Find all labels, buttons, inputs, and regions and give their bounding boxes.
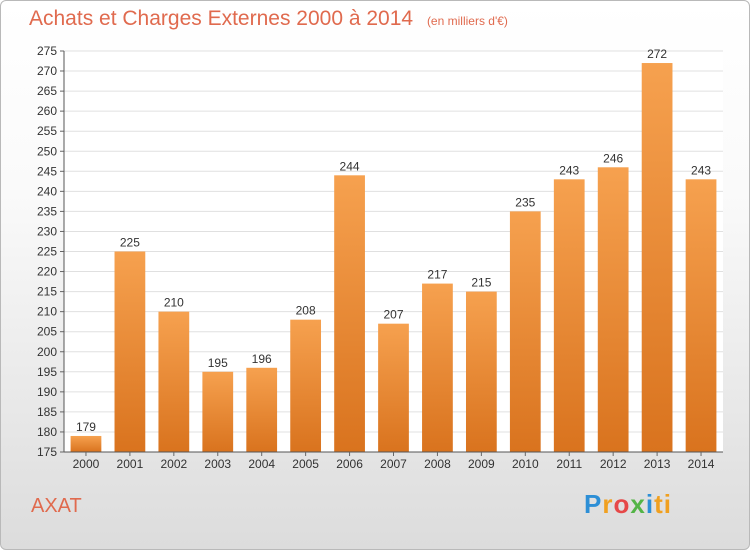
x-tick-label: 2010 <box>512 457 539 471</box>
y-tick-label: 240 <box>37 184 57 198</box>
bar <box>202 371 234 452</box>
x-tick-label: 2013 <box>644 457 671 471</box>
chart-title-block: Achats et Charges Externes 2000 à 2014 (… <box>29 7 508 31</box>
x-tick-label: 2003 <box>204 457 231 471</box>
y-tick-label: 195 <box>37 365 57 379</box>
y-tick-label: 270 <box>37 64 57 78</box>
y-tick-label: 235 <box>37 204 57 218</box>
proxiti-logo: Proxiti <box>584 489 672 520</box>
data-label: 225 <box>120 236 140 250</box>
logo-letter: x <box>630 489 646 519</box>
data-label: 195 <box>208 356 228 370</box>
x-tick-label: 2001 <box>117 457 144 471</box>
y-tick-label: 255 <box>37 124 57 138</box>
y-tick-label: 175 <box>37 445 57 459</box>
y-tick-label: 260 <box>37 104 57 118</box>
logo-letter: r <box>602 489 614 519</box>
bar <box>290 319 322 452</box>
x-tick-label: 2005 <box>292 457 319 471</box>
chart-title: Achats et Charges Externes 2000 à 2014 <box>29 7 414 30</box>
y-tick-label: 250 <box>37 144 57 158</box>
data-label: 210 <box>164 296 184 310</box>
y-tick-label: 210 <box>37 305 57 319</box>
y-tick-label: 200 <box>37 345 57 359</box>
y-tick-label: 275 <box>37 44 57 58</box>
y-tick-label: 230 <box>37 224 57 238</box>
y-tick-label: 215 <box>37 285 57 299</box>
y-tick-label: 180 <box>37 425 57 439</box>
data-label: 244 <box>340 159 360 173</box>
y-tick-label: 185 <box>37 405 57 419</box>
bar <box>641 63 673 452</box>
x-tick-label: 2012 <box>600 457 627 471</box>
data-label: 215 <box>471 276 491 290</box>
y-tick-label: 220 <box>37 265 57 279</box>
logo-letter: i <box>645 489 655 519</box>
bar <box>597 167 629 453</box>
bar <box>422 283 453 452</box>
bar <box>158 311 190 452</box>
data-label: 243 <box>691 163 711 177</box>
x-tick-label: 2008 <box>424 457 451 471</box>
data-label: 217 <box>427 268 447 282</box>
place-name: AXAT <box>31 495 82 517</box>
bar <box>114 251 146 452</box>
data-label: 207 <box>383 308 403 322</box>
y-tick-label: 265 <box>37 84 57 98</box>
bar <box>246 367 278 452</box>
y-tick-label: 190 <box>37 385 57 399</box>
y-tick-label: 205 <box>37 325 57 339</box>
bar <box>378 323 409 452</box>
x-tick-label: 2006 <box>336 457 363 471</box>
x-tick-label: 2009 <box>468 457 495 471</box>
data-label: 246 <box>603 151 623 165</box>
y-tick-label: 225 <box>37 245 57 259</box>
bar <box>509 211 541 452</box>
logo-letter: P <box>584 489 603 519</box>
data-label: 179 <box>76 420 96 434</box>
data-label: 272 <box>647 47 667 61</box>
x-tick-label: 2002 <box>160 457 187 471</box>
bar <box>465 291 497 452</box>
chart-subtitle: (en milliers d'€) <box>426 14 508 28</box>
data-label: 196 <box>252 352 272 366</box>
data-label: 208 <box>296 304 316 318</box>
x-tick-label: 2000 <box>73 457 100 471</box>
logo-letter: o <box>613 489 631 519</box>
bar <box>70 435 102 452</box>
logo-letter: ti <box>654 489 672 519</box>
x-tick-label: 2007 <box>380 457 407 471</box>
x-tick-label: 2004 <box>248 457 275 471</box>
x-tick-label: 2014 <box>688 457 715 471</box>
bar <box>685 179 717 452</box>
data-label: 243 <box>559 163 579 177</box>
bar <box>553 179 585 452</box>
data-label: 235 <box>515 195 535 209</box>
y-tick-label: 245 <box>37 164 57 178</box>
x-tick-label: 2011 <box>556 457 582 471</box>
bar <box>334 175 365 452</box>
